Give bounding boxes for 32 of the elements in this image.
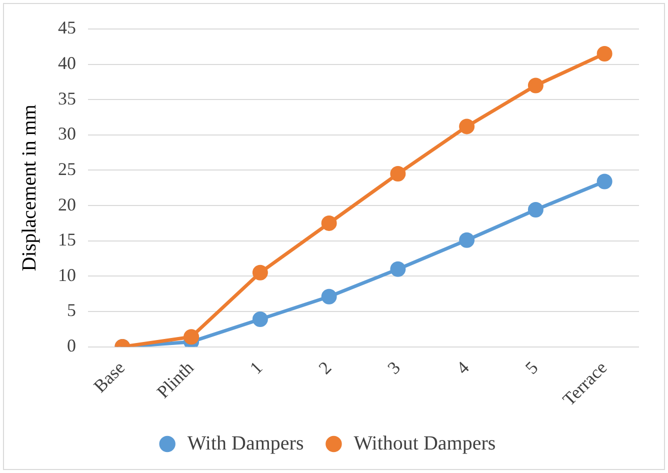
point <box>459 232 475 248</box>
point <box>252 264 268 280</box>
point <box>321 288 337 304</box>
y-tick-label: 10 <box>58 264 76 285</box>
point <box>528 202 544 218</box>
y-tick-label: 35 <box>58 88 76 108</box>
point <box>390 166 406 182</box>
point <box>390 261 406 277</box>
y-tick-label: 5 <box>67 300 76 320</box>
point <box>528 78 544 94</box>
point <box>596 174 612 190</box>
x-tick-label: 4 <box>452 357 473 378</box>
legend-label: Without Dampers <box>354 432 496 454</box>
point <box>596 46 612 62</box>
y-tick-label: 45 <box>58 18 76 38</box>
x-tick-label: 3 <box>384 357 404 378</box>
y-tick-label: 20 <box>58 194 76 214</box>
x-tick-label: 2 <box>314 357 336 378</box>
y-tick-label: 0 <box>67 336 76 356</box>
legend-label: With Dampers <box>187 432 304 454</box>
point <box>252 311 268 327</box>
x-tick-label: 1 <box>246 357 266 378</box>
x-tick-label: 5 <box>521 357 542 378</box>
point <box>184 329 200 345</box>
y-tick-label: 15 <box>58 230 76 250</box>
point <box>459 118 475 134</box>
point <box>321 215 337 231</box>
y-tick-label: 30 <box>58 124 76 144</box>
x-tick-label: Base <box>90 357 129 396</box>
y-axis-title: Displacement in mm <box>18 104 40 272</box>
y-tick-label: 25 <box>58 158 76 179</box>
y-tick-label: 40 <box>58 53 76 74</box>
